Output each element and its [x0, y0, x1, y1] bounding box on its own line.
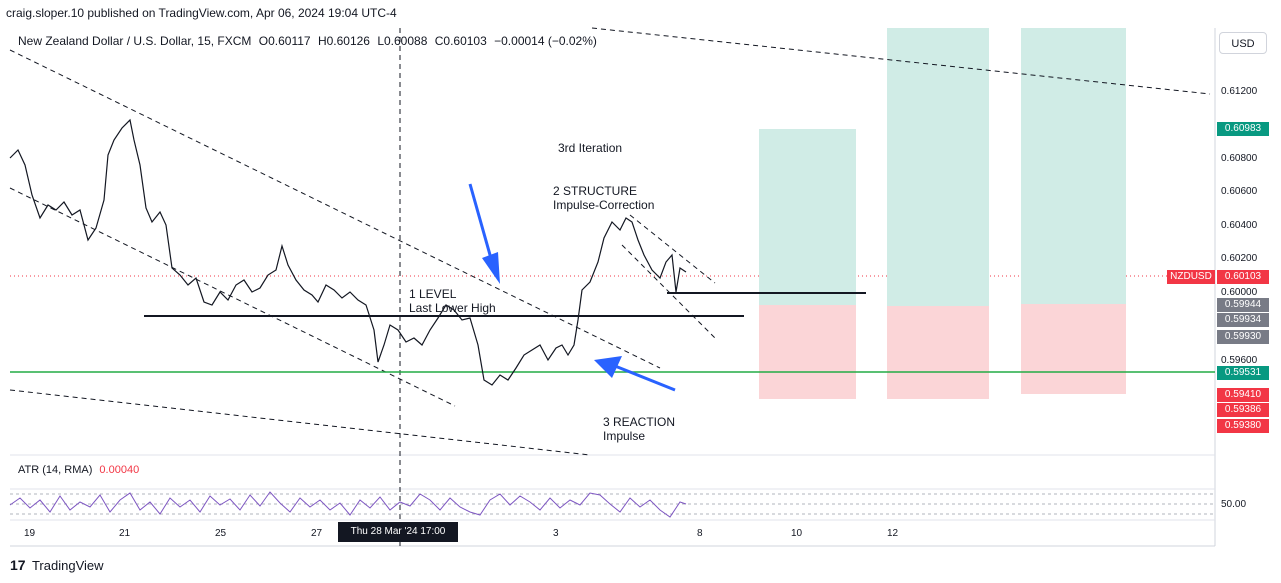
rsi-level-tick: 50.00: [1221, 499, 1247, 510]
reaction-label[interactable]: 3 REACTION Impulse: [603, 415, 675, 443]
high-value: H0.60126: [317, 34, 370, 48]
x-tick: 3: [553, 528, 559, 539]
level-label[interactable]: 1 LEVEL Last Lower High: [409, 287, 496, 315]
change-value: −0.00014 (−0.02%): [494, 34, 597, 48]
last-price-tag: 0.60103: [1217, 270, 1269, 284]
y-tick: 0.61200: [1221, 86, 1258, 97]
y-tick: 0.59600: [1221, 355, 1258, 366]
x-tick: 8: [697, 528, 703, 539]
rsi-pane: [9, 491, 1215, 518]
structure-label[interactable]: 2 STRUCTURE Impulse-Correction: [553, 184, 654, 212]
target-zone-2[interactable]: [887, 28, 989, 306]
crosshair-date-label: Thu 28 Mar '24 17:00: [338, 522, 458, 542]
x-tick: 27: [311, 528, 323, 539]
atr-legend[interactable]: ATR (14, RMA) 0.00040: [18, 464, 139, 476]
entry-price-tag: 0.59944: [1217, 298, 1269, 312]
structure-subtitle: Impulse-Correction: [553, 198, 655, 212]
reaction-subtitle: Impulse: [603, 429, 646, 443]
stop-zone-3[interactable]: [1021, 304, 1126, 394]
price-series[interactable]: [9, 118, 687, 386]
open-value: O0.60117: [258, 34, 311, 48]
atr-value: 0.00040: [99, 464, 140, 476]
stop-zone-1[interactable]: [759, 305, 856, 399]
y-tick: 0.60400: [1221, 220, 1258, 231]
close-value: C0.60103: [434, 34, 487, 48]
reaction-title: 3 REACTION: [603, 415, 676, 429]
stop-zone-2[interactable]: [887, 306, 989, 399]
y-tick: 0.60000: [1221, 287, 1258, 298]
target-zone-1[interactable]: [759, 129, 856, 305]
level-title: 1 LEVEL: [409, 287, 457, 301]
low-value: L0.60088: [377, 34, 428, 48]
arrow-reaction[interactable]: [594, 356, 676, 392]
support-price-tag: 0.59531: [1217, 366, 1269, 380]
target-zone-3[interactable]: [1021, 28, 1126, 304]
brand-name: TradingView: [31, 558, 104, 573]
y-tick: 0.60600: [1221, 186, 1258, 197]
x-tick: 19: [24, 528, 36, 539]
currency-button[interactable]: USD: [1219, 32, 1267, 54]
sl3-price-tag: 0.59380: [1217, 419, 1269, 433]
symbol-legend[interactable]: New Zealand Dollar / U.S. Dollar, 15, FX…: [18, 34, 597, 48]
x-tick: 25: [215, 528, 227, 539]
structure-title: 2 STRUCTURE: [553, 184, 638, 198]
sl2-price-tag: 0.59386: [1217, 403, 1269, 417]
level-subtitle: Last Lower High: [409, 301, 496, 315]
chart-frame: [10, 28, 1216, 547]
symbol-name: New Zealand Dollar / U.S. Dollar, 15, FX…: [18, 34, 252, 48]
atr-label: ATR (14, RMA): [18, 464, 93, 476]
tradingview-logo-icon: 17: [10, 557, 26, 573]
entry2-price-tag: 0.59934: [1217, 313, 1269, 327]
x-tick: 12: [887, 528, 899, 539]
x-tick: 10: [791, 528, 803, 539]
entry3-price-tag: 0.59930: [1217, 330, 1269, 344]
sl1-price-tag: 0.59410: [1217, 388, 1269, 402]
x-tick: 21: [119, 528, 131, 539]
symbol-tag: NZDUSD: [1167, 270, 1215, 284]
tradingview-brand[interactable]: 17 TradingView: [10, 557, 104, 573]
publisher-line: craig.sloper.10 published on TradingView…: [6, 6, 397, 20]
iteration-label[interactable]: 3rd Iteration: [558, 141, 623, 155]
arrow-structure[interactable]: [468, 183, 500, 284]
y-tick: 0.60200: [1221, 253, 1258, 264]
y-tick: 0.60800: [1221, 153, 1258, 164]
tp-price-tag: 0.60983: [1217, 122, 1269, 136]
